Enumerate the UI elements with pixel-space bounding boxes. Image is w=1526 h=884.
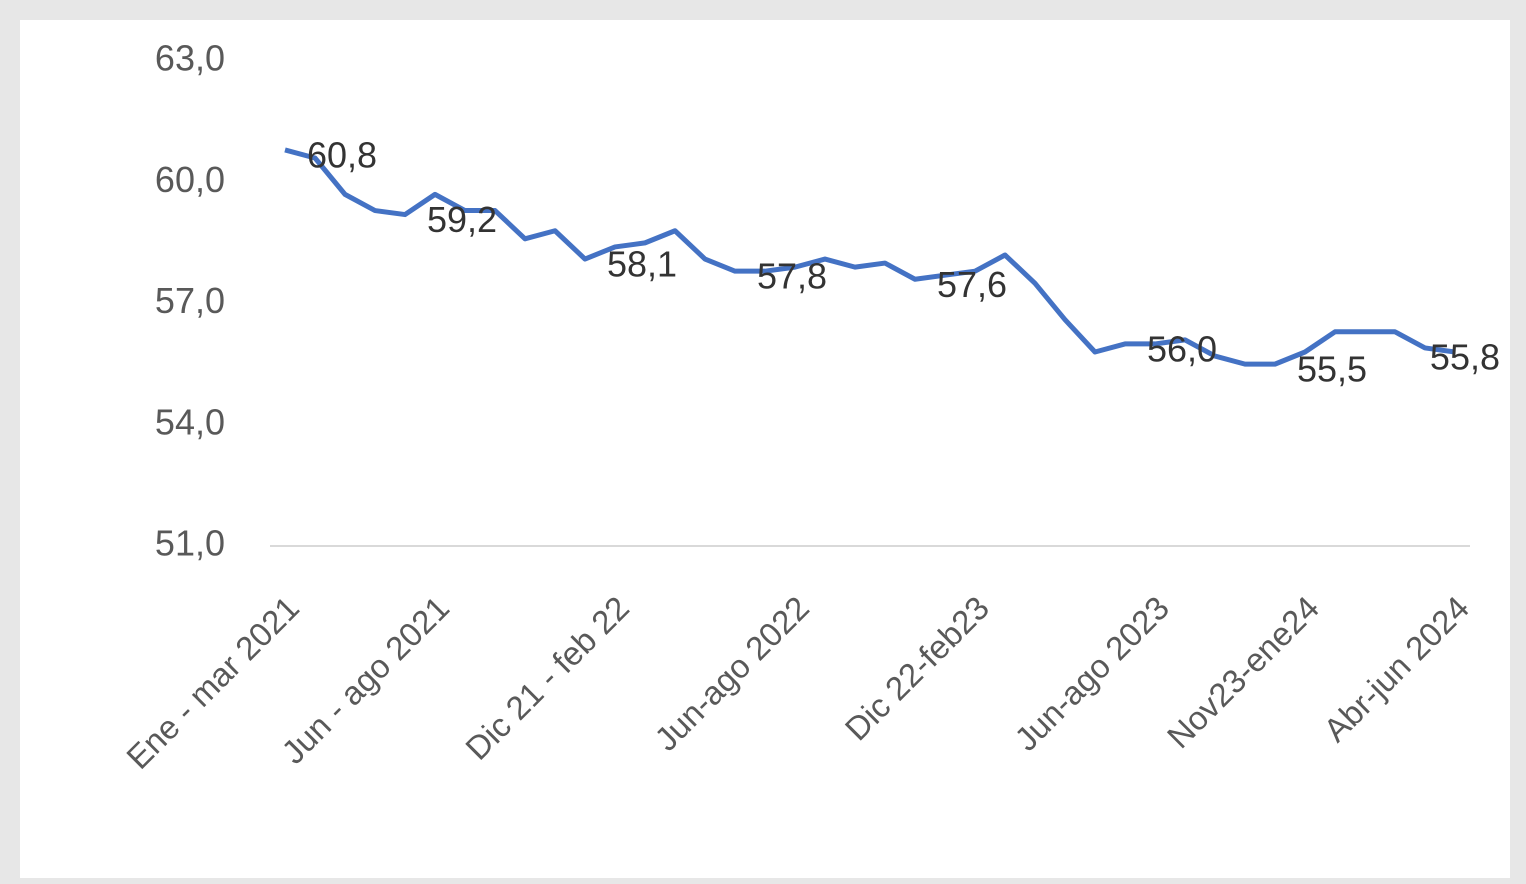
y-tick-label: 57,0 [155, 280, 225, 321]
data-label: 57,6 [937, 264, 1007, 305]
data-label: 60,8 [307, 134, 377, 175]
y-tick-label: 51,0 [155, 523, 225, 564]
chart-panel [20, 20, 1510, 878]
y-tick-label: 60,0 [155, 159, 225, 200]
data-label: 56,0 [1147, 328, 1217, 369]
data-label: 55,8 [1430, 337, 1500, 378]
data-line [284, 147, 1456, 367]
data-label: 59,2 [427, 199, 497, 240]
data-label: 58,1 [607, 244, 677, 285]
data-label: 55,5 [1297, 349, 1367, 390]
y-tick-label: 63,0 [155, 38, 225, 79]
y-tick-label: 54,0 [155, 401, 225, 442]
data-label: 57,8 [757, 256, 827, 297]
